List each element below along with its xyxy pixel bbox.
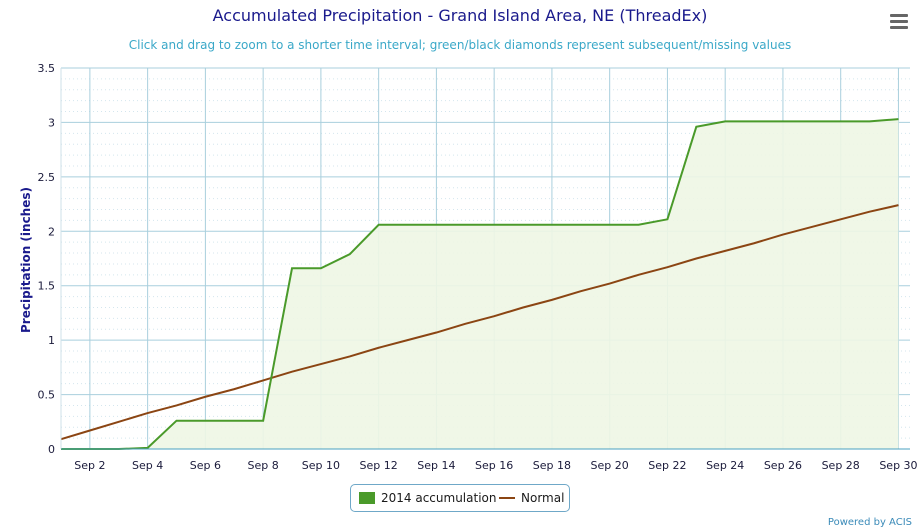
x-tick-label: Sep 28 [822, 459, 860, 472]
x-tick-label: Sep 24 [706, 459, 744, 472]
x-tick-label: Sep 4 [132, 459, 163, 472]
legend: 2014 accumulation Normal [350, 484, 570, 512]
chart-subtitle: Click and drag to zoom to a shorter time… [128, 38, 792, 52]
y-tick-label: 2.5 [38, 171, 56, 184]
x-tick-label: Sep 12 [360, 459, 398, 472]
x-tick-label: Sep 30 [879, 459, 917, 472]
legend-label-accumulation: 2014 accumulation [381, 491, 497, 505]
powered-by-link[interactable]: Powered by ACIS [827, 517, 912, 528]
normal-line [60, 204, 899, 441]
legend-swatch-accumulation [359, 492, 375, 504]
series-lines [60, 118, 899, 450]
accumulation-line [61, 118, 899, 450]
x-tick-labels: Sep 2 Sep 4 Sep 6 Sep 8 Sep 10 Sep 12 Sep 14 Se… [74, 459, 917, 472]
x-tick-label: Sep 6 [190, 459, 221, 472]
y-tick-label: 1 [48, 334, 55, 347]
y-tick-label: 3.5 [38, 62, 56, 75]
legend-item-accumulation[interactable]: 2014 accumulation [359, 491, 496, 505]
x-tick-label: Sep 10 [302, 459, 340, 472]
y-tick-label: 1.5 [38, 280, 56, 293]
hamburger-menu-icon[interactable] [890, 14, 908, 29]
y-tick-labels: 0 0.5 1 1.5 2 2.5 3 3.5 [38, 62, 56, 456]
x-tick-label: Sep 16 [475, 459, 513, 472]
x-tick-label: Sep 22 [648, 459, 686, 472]
y-tick-label: 3 [48, 116, 55, 129]
chart-title: Accumulated Precipitation - Grand Island… [212, 6, 708, 25]
x-tick-label: Sep 26 [764, 459, 802, 472]
x-tick-label: Sep 14 [417, 459, 455, 472]
legend-label-normal: Normal [521, 491, 565, 505]
legend-item-normal[interactable]: Normal [499, 491, 564, 505]
plot-areas [61, 119, 899, 450]
x-tick-label: Sep 8 [248, 459, 279, 472]
y-tick-label: 0.5 [38, 389, 56, 402]
accumulation-area [61, 119, 899, 450]
x-tick-label: Sep 20 [591, 459, 629, 472]
y-tick-label: 2 [48, 225, 55, 238]
axes [60, 68, 910, 450]
y-tick-label: 0 [48, 443, 55, 456]
x-tick-label: Sep 18 [533, 459, 571, 472]
x-tick-label: Sep 2 [74, 459, 105, 472]
legend-swatch-normal [499, 497, 515, 499]
